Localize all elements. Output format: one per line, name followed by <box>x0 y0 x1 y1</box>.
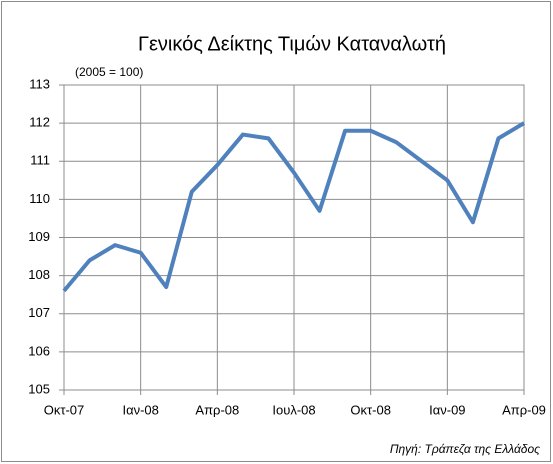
y-tick-label: 113 <box>29 76 50 91</box>
plot-area-border <box>63 84 525 391</box>
x-tick-label: Απρ-09 <box>502 402 546 417</box>
y-tick-label: 112 <box>29 115 50 130</box>
chart-title: Γενικός Δείκτης Τιμών Καταναλωτή <box>138 33 446 55</box>
x-tick-label: Ιαν-09 <box>429 402 465 417</box>
y-tick-label: 108 <box>28 267 50 282</box>
source-note: Πηγή: Τράπεζα της Ελλάδος <box>390 442 540 456</box>
x-tick-label: Ιουλ-08 <box>272 402 315 417</box>
chart-subtitle: (2005 = 100) <box>75 65 143 79</box>
y-tick-label: 105 <box>28 381 50 396</box>
y-tick-label: 111 <box>30 153 50 168</box>
x-tick-label: Απρ-08 <box>195 402 239 417</box>
x-tick-label: Ιαν-08 <box>122 402 158 417</box>
y-tick-label: 106 <box>28 343 50 358</box>
x-tick-label: Οκτ-08 <box>350 402 391 417</box>
y-tick-label: 107 <box>28 305 50 320</box>
data-line <box>62 121 526 293</box>
y-tick-label: 109 <box>28 229 50 244</box>
y-tick-label: 110 <box>29 191 50 206</box>
x-tick-label: Οκτ-07 <box>44 402 85 417</box>
